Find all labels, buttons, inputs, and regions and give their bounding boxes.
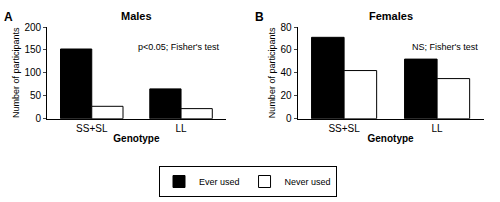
- svg-text:100: 100: [24, 67, 41, 78]
- svg-text:80: 80: [280, 22, 292, 33]
- svg-text:0: 0: [286, 113, 292, 124]
- svg-text:LL: LL: [432, 123, 444, 134]
- svg-text:LL: LL: [175, 123, 187, 134]
- svg-text:SS+SL: SS+SL: [76, 123, 108, 134]
- svg-text:Females: Females: [369, 10, 413, 22]
- svg-text:p<0.05; Fisher's test: p<0.05; Fisher's test: [138, 42, 220, 52]
- svg-text:Males: Males: [121, 10, 152, 22]
- svg-text:150: 150: [24, 44, 41, 55]
- svg-text:40: 40: [280, 67, 292, 78]
- svg-text:Number of participants: Number of participants: [11, 27, 21, 118]
- svg-text:Ever used: Ever used: [199, 177, 240, 187]
- svg-text:0: 0: [36, 113, 42, 124]
- svg-text:200: 200: [24, 22, 41, 33]
- svg-text:NS; Fisher's test: NS; Fisher's test: [412, 42, 478, 52]
- svg-text:Number of participants: Number of participants: [267, 27, 277, 118]
- svg-text:20: 20: [280, 90, 292, 101]
- svg-text:B: B: [255, 10, 264, 24]
- svg-text:Genotype: Genotype: [368, 133, 415, 144]
- svg-text:Never used: Never used: [285, 177, 331, 187]
- svg-text:60: 60: [280, 44, 292, 55]
- svg-text:A: A: [4, 10, 13, 24]
- svg-text:50: 50: [30, 90, 42, 101]
- svg-text:Genotype: Genotype: [113, 133, 160, 144]
- svg-text:SS+SL: SS+SL: [328, 123, 360, 134]
